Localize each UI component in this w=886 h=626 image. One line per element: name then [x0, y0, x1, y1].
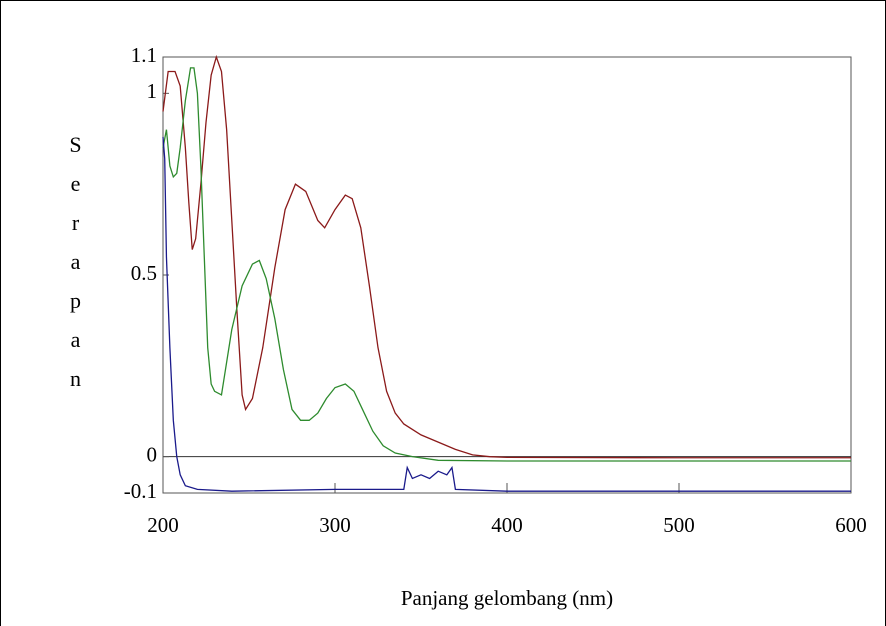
plot-area: [162, 56, 852, 494]
y-tick-label: -0.1: [124, 479, 157, 503]
spectrum-line: [162, 67, 851, 462]
y-tick-label: 0: [147, 442, 158, 466]
x-tick-label: 200: [147, 513, 179, 537]
x-axis-label: Panjang gelombang (nm): [401, 586, 613, 610]
spectrum-line: [162, 136, 851, 492]
y-tick-label: 1: [147, 79, 158, 103]
y-tick-label: 0.5: [131, 261, 157, 285]
spectrum-line: [162, 54, 851, 459]
x-tick-label: 500: [663, 513, 695, 537]
x-tick-label: 400: [491, 513, 523, 537]
y-axis-label: Serapan: [63, 132, 88, 405]
y-tick-label: 1.1: [131, 43, 157, 67]
x-tick-label: 300: [319, 513, 351, 537]
x-tick-label: 600: [835, 513, 867, 537]
